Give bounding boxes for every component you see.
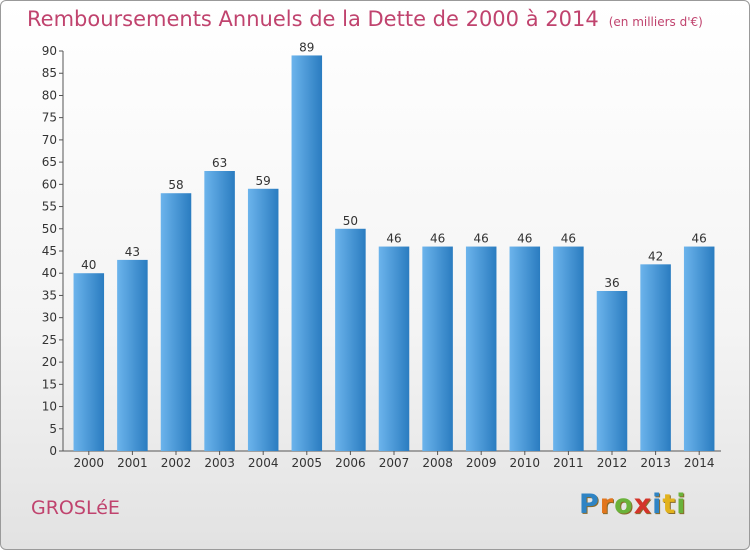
y-tick-label: 50 bbox=[42, 222, 57, 236]
x-tick-label-2009: 2009 bbox=[466, 456, 497, 470]
value-label-2003: 63 bbox=[212, 156, 227, 170]
y-tick-label: 70 bbox=[42, 133, 57, 147]
value-label-2000: 40 bbox=[81, 258, 96, 272]
value-label-2013: 42 bbox=[648, 249, 663, 263]
value-label-2010: 46 bbox=[517, 232, 532, 246]
y-axis-ticks: 0 5 10 15 20 25 30 35 40 45 50 55 60 65 70 75 80 85 90 bbox=[42, 44, 63, 458]
bar-2007 bbox=[378, 246, 410, 451]
bar-2005 bbox=[291, 55, 323, 451]
y-tick-label: 65 bbox=[42, 155, 57, 169]
chart-title-text: Remboursements Annuels de la Dette de 20… bbox=[27, 7, 599, 31]
commune-name: GROSLéE bbox=[31, 497, 120, 519]
x-tick-label-2006: 2006 bbox=[335, 456, 366, 470]
bar-2014 bbox=[683, 246, 715, 451]
bar-2011 bbox=[553, 246, 584, 451]
y-tick-label: 10 bbox=[42, 400, 57, 414]
bar-2010 bbox=[509, 246, 541, 451]
value-label-2004: 59 bbox=[256, 174, 271, 188]
x-tick-label-2012: 2012 bbox=[597, 456, 628, 470]
y-tick-label: 80 bbox=[42, 88, 57, 102]
x-tick-label-2010: 2010 bbox=[510, 456, 541, 470]
chart-unit: (en milliers d'€) bbox=[608, 15, 703, 29]
y-tick-label: 55 bbox=[42, 200, 57, 214]
bar-2002 bbox=[160, 193, 192, 451]
y-tick-label: 90 bbox=[42, 44, 57, 58]
logo-letter: P bbox=[579, 489, 600, 520]
bars bbox=[73, 55, 715, 451]
value-labels: 40 43 58 63 59 89 50 46 46 46 46 46 36 42 46 bbox=[81, 40, 707, 290]
y-tick-label: 60 bbox=[42, 177, 57, 191]
bar-2003 bbox=[204, 171, 235, 451]
logo-letter: x bbox=[633, 489, 653, 520]
y-tick-label: 15 bbox=[42, 377, 57, 391]
logo-letter: r bbox=[599, 489, 615, 520]
value-label-2007: 46 bbox=[386, 232, 401, 246]
bar-2006 bbox=[335, 228, 366, 451]
x-tick-label-2011: 2011 bbox=[553, 456, 584, 470]
bar-2000 bbox=[73, 273, 105, 451]
bar-2008 bbox=[422, 246, 453, 451]
logo-letter: t bbox=[662, 489, 677, 520]
y-tick-label: 5 bbox=[49, 422, 57, 436]
x-tick-label-2004: 2004 bbox=[248, 456, 279, 470]
value-label-2012: 36 bbox=[604, 276, 619, 290]
y-tick-label: 40 bbox=[42, 266, 57, 280]
value-label-2008: 46 bbox=[430, 232, 445, 246]
value-label-2014: 46 bbox=[692, 232, 707, 246]
value-label-2001: 43 bbox=[125, 245, 140, 259]
y-tick-label: 25 bbox=[42, 333, 57, 347]
x-tick-label-2000: 2000 bbox=[74, 456, 105, 470]
x-tick-label-2014: 2014 bbox=[684, 456, 715, 470]
value-label-2002: 58 bbox=[168, 178, 183, 192]
value-label-2011: 46 bbox=[561, 232, 576, 246]
y-tick-label: 20 bbox=[42, 355, 57, 369]
value-label-2005: 89 bbox=[299, 40, 314, 54]
bar-2001 bbox=[117, 259, 148, 451]
bar-2004 bbox=[247, 188, 279, 451]
x-tick-label-2013: 2013 bbox=[640, 456, 671, 470]
x-axis-ticks: 2000 2001 2002 2003 2004 2005 2006 2007 2008 2009… bbox=[74, 451, 715, 470]
logo-letter: i bbox=[652, 489, 663, 520]
x-tick-label-2005: 2005 bbox=[292, 456, 323, 470]
logo-letter: o bbox=[614, 489, 634, 520]
x-tick-label-2002: 2002 bbox=[161, 456, 192, 470]
y-tick-label: 35 bbox=[42, 288, 57, 302]
y-tick-label: 30 bbox=[42, 311, 57, 325]
bar-2013 bbox=[640, 264, 671, 451]
proxiti-logo: Proxiti bbox=[579, 489, 687, 520]
x-tick-label-2003: 2003 bbox=[204, 456, 235, 470]
bar-2009 bbox=[465, 246, 497, 451]
chart-title: Remboursements Annuels de la Dette de 20… bbox=[27, 7, 703, 31]
y-tick-label: 45 bbox=[42, 244, 57, 258]
y-tick-label: 75 bbox=[42, 111, 57, 125]
x-tick-label-2007: 2007 bbox=[379, 456, 410, 470]
x-tick-label-2008: 2008 bbox=[422, 456, 453, 470]
y-tick-label: 0 bbox=[49, 444, 57, 458]
value-label-2009: 46 bbox=[474, 232, 489, 246]
value-label-2006: 50 bbox=[343, 214, 358, 228]
bar-2012 bbox=[596, 291, 628, 451]
logo-letter: i bbox=[676, 489, 687, 520]
y-tick-label: 85 bbox=[42, 66, 57, 80]
x-tick-label-2001: 2001 bbox=[117, 456, 148, 470]
